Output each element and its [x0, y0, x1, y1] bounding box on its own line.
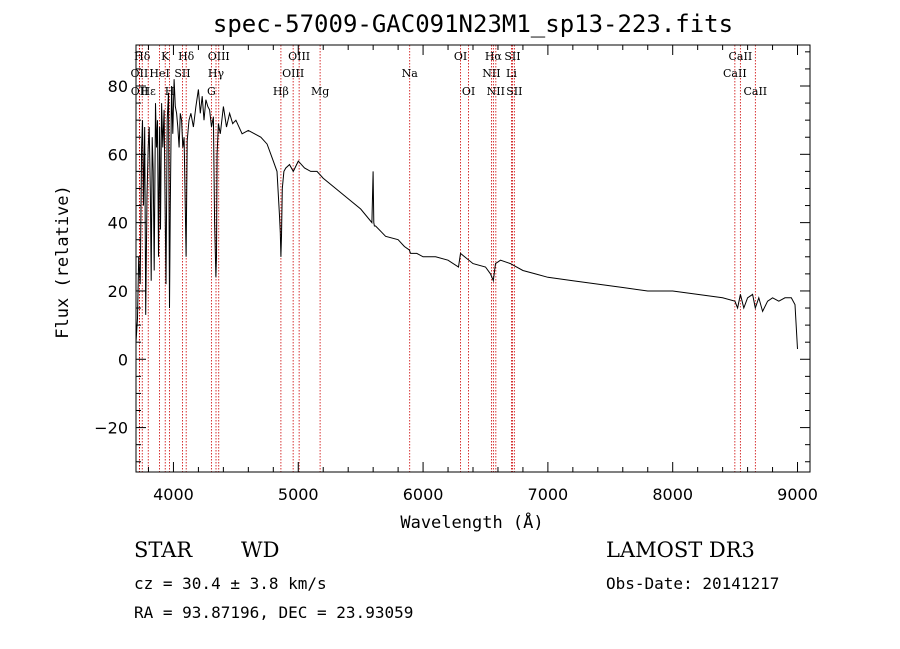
- y-tick-label: −20: [94, 419, 128, 438]
- line-label: SII: [504, 50, 520, 63]
- line-label: OI: [462, 85, 475, 98]
- object-subclass: WD: [241, 538, 280, 562]
- line-label: CaII: [743, 85, 767, 98]
- line-label: OI: [454, 50, 467, 63]
- line-label: OIII: [282, 67, 304, 80]
- redshift-text: cz = 30.4 ± 3.8 km/s: [134, 574, 327, 593]
- obs-date: Obs-Date: 20141217: [606, 574, 780, 593]
- x-axis-ticks: 4000 5000 6000 7000 8000 9000: [147, 45, 818, 504]
- x-tick-label: 5000: [278, 485, 319, 504]
- y-tick-label: 40: [108, 214, 128, 233]
- line-label: Hα: [485, 50, 503, 63]
- x-tick-label: 6000: [403, 485, 444, 504]
- line-label: CaII: [729, 50, 753, 63]
- line-label: Li: [506, 67, 517, 80]
- line-label: SII: [506, 85, 522, 98]
- line-label: Hγ: [208, 67, 225, 80]
- x-tick-label: 4000: [153, 485, 194, 504]
- x-axis-label: Wavelength (Å): [400, 511, 543, 533]
- line-label: K: [161, 50, 170, 63]
- line-label: OII: [131, 85, 149, 98]
- line-label: Na: [402, 67, 419, 80]
- line-label: Hδ: [178, 50, 195, 63]
- line-label: OII: [131, 67, 149, 80]
- line-markers: [138, 45, 756, 472]
- y-tick-label: 80: [108, 77, 128, 96]
- coordinates-text: RA = 93.87196, DEC = 23.93059: [134, 603, 414, 622]
- line-label: NII: [482, 67, 500, 80]
- line-label: Hβ: [273, 85, 289, 98]
- line-label: CaII: [723, 67, 747, 80]
- x-tick-label: 9000: [777, 485, 818, 504]
- line-label: H: [165, 85, 175, 98]
- y-tick-label: 20: [108, 282, 128, 301]
- x-tick-label: 8000: [652, 485, 693, 504]
- chart-title: spec-57009-GAC091N23M1_sp13-223.fits: [213, 10, 733, 38]
- line-label: Hδ: [134, 50, 151, 63]
- line-label: HeI: [149, 67, 169, 80]
- object-class: STAR: [134, 538, 193, 562]
- y-tick-label: 60: [108, 145, 128, 164]
- x-tick-label: 7000: [528, 485, 569, 504]
- line-label: NII: [487, 85, 505, 98]
- spectrum-series-line: [135, 79, 798, 350]
- line-label: OIII: [288, 50, 310, 63]
- y-tick-label: 0: [118, 350, 128, 369]
- y-axis-ticks: −20 0 20 40 60 80: [94, 51, 810, 463]
- survey-name: LAMOST DR3: [606, 538, 755, 562]
- line-label: OIII: [208, 50, 230, 63]
- line-label: G: [207, 85, 216, 98]
- y-axis-label: Flux (relative): [53, 185, 73, 339]
- line-label: Hε: [141, 85, 157, 98]
- line-label: Mg: [311, 85, 329, 98]
- line-label: SII: [174, 67, 190, 80]
- plot-frame: [135, 44, 811, 473]
